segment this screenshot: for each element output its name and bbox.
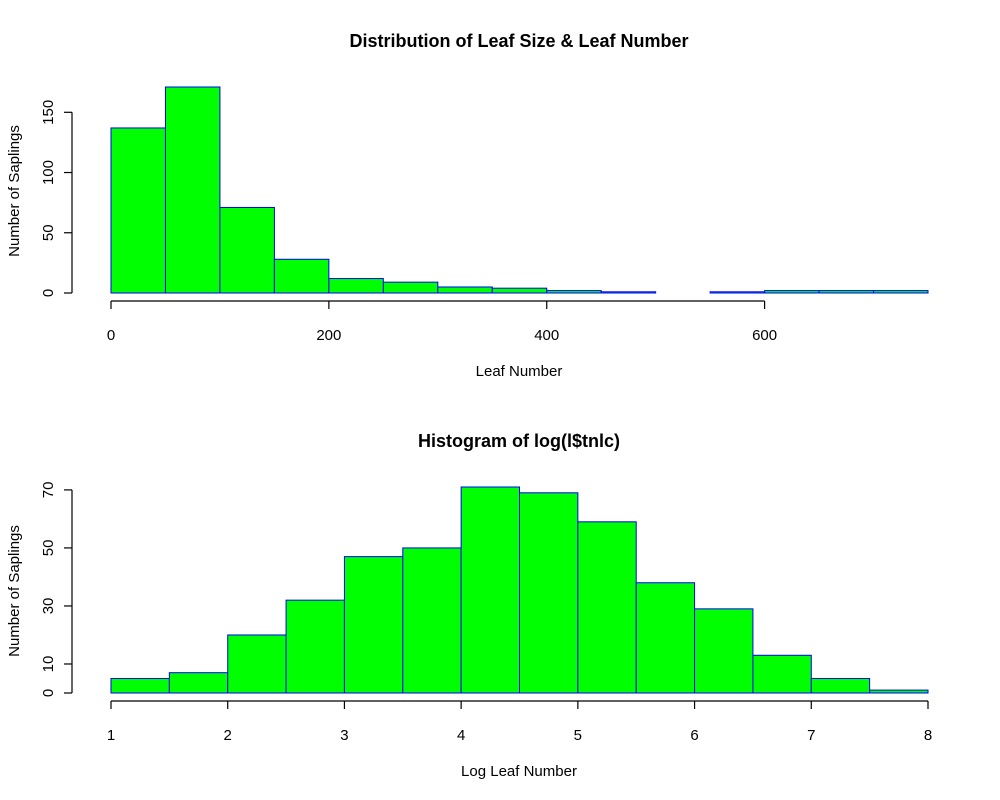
- x-axis: 0 200 400 600: [107, 300, 777, 344]
- y-tick-label: 50: [40, 224, 57, 241]
- bar: [343, 556, 404, 694]
- y-axis-label: Number of Saplings: [6, 125, 23, 257]
- y-tick-label: 30: [40, 598, 57, 615]
- bar: [752, 654, 812, 694]
- bar: [273, 258, 330, 294]
- bar: [164, 86, 221, 294]
- x-tick-label: 7: [807, 727, 815, 744]
- bar: [818, 290, 875, 294]
- bar: [402, 547, 462, 694]
- bar: [764, 290, 820, 294]
- y-tick-label: 0: [40, 289, 57, 297]
- leaf-number-histogram: Distribution of Leaf Size & Leaf Number …: [6, 31, 929, 380]
- bar: [227, 634, 287, 694]
- bar: [437, 286, 493, 294]
- bar: [546, 290, 602, 294]
- x-tick-label: 200: [316, 327, 341, 344]
- bar: [460, 486, 520, 694]
- y-tick-label: 150: [40, 100, 57, 125]
- bar: [869, 689, 929, 694]
- x-tick-label: 1: [107, 727, 115, 744]
- x-tick-label: 5: [574, 727, 582, 744]
- bar: [110, 127, 166, 294]
- bars: [110, 86, 929, 294]
- x-tick-label: 400: [534, 327, 559, 344]
- y-tick-label: 0: [40, 689, 57, 697]
- y-tick-label: 100: [40, 160, 57, 185]
- y-tick-label: 10: [40, 656, 57, 673]
- y-tick-label: 70: [40, 482, 57, 499]
- bar: [709, 291, 766, 294]
- x-tick-label: 3: [340, 727, 348, 744]
- bar: [577, 521, 637, 694]
- bar: [382, 281, 439, 294]
- log-leaf-number-histogram: Histogram of log(l$tnlc) Log Leaf Number…: [6, 431, 932, 780]
- x-tick-label: 8: [924, 727, 932, 744]
- bar: [873, 290, 929, 294]
- x-tick-label: 4: [457, 727, 465, 744]
- y-axis: 0 50 100 150: [40, 100, 73, 297]
- bar: [168, 672, 229, 694]
- chart-title: Histogram of log(l$tnlc): [418, 431, 620, 451]
- bar: [285, 599, 345, 694]
- x-tick-label: 0: [107, 327, 115, 344]
- bar: [491, 287, 548, 294]
- bar: [810, 677, 871, 694]
- x-tick-label: 2: [224, 727, 232, 744]
- y-tick-label: 50: [40, 540, 57, 557]
- bar: [219, 206, 275, 294]
- bar: [694, 608, 754, 694]
- y-axis-label: Number of Saplings: [6, 525, 23, 657]
- bars: [110, 486, 929, 694]
- bar: [519, 492, 579, 694]
- chart-title: Distribution of Leaf Size & Leaf Number: [349, 31, 688, 51]
- bar: [600, 291, 657, 294]
- bar: [328, 278, 384, 294]
- x-axis-label: Leaf Number: [476, 363, 563, 380]
- x-tick-label: 600: [752, 327, 777, 344]
- bar: [110, 677, 170, 694]
- bar: [635, 582, 696, 694]
- x-axis-label: Log Leaf Number: [461, 763, 577, 780]
- y-axis: 0 10 30 50 70: [40, 482, 73, 697]
- x-axis: 1 2 3 4 5 6 7 8: [107, 700, 932, 744]
- x-tick-label: 6: [690, 727, 698, 744]
